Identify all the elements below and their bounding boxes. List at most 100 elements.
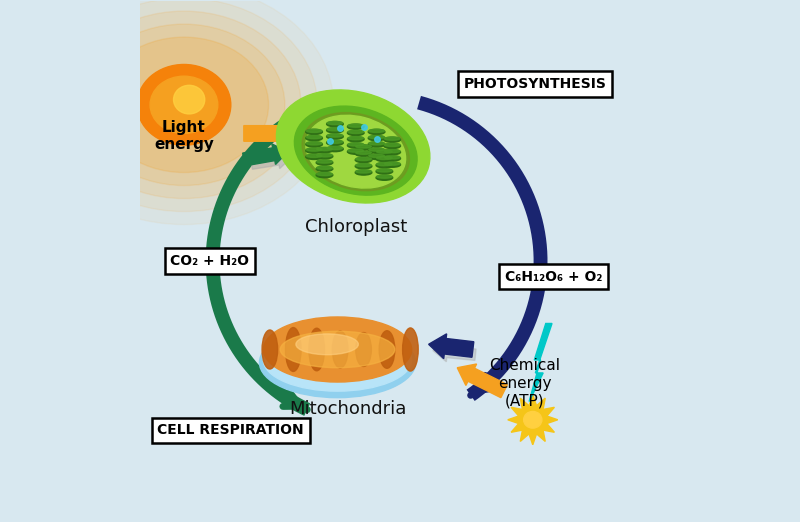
FancyArrow shape: [458, 364, 507, 398]
Ellipse shape: [306, 155, 322, 160]
Ellipse shape: [376, 169, 393, 174]
Ellipse shape: [348, 137, 363, 140]
Ellipse shape: [348, 124, 363, 127]
Ellipse shape: [327, 134, 342, 137]
Ellipse shape: [355, 170, 372, 175]
Ellipse shape: [347, 143, 364, 148]
Ellipse shape: [316, 166, 333, 171]
Ellipse shape: [316, 154, 333, 159]
Ellipse shape: [294, 106, 417, 195]
Ellipse shape: [377, 175, 392, 178]
Ellipse shape: [317, 154, 332, 157]
FancyArrow shape: [429, 334, 474, 359]
Ellipse shape: [402, 328, 418, 371]
FancyArrow shape: [433, 342, 476, 362]
Ellipse shape: [377, 157, 392, 160]
Ellipse shape: [302, 113, 410, 191]
Text: Light
energy: Light energy: [154, 120, 214, 152]
Ellipse shape: [326, 134, 343, 139]
Ellipse shape: [368, 142, 385, 147]
Ellipse shape: [306, 115, 406, 188]
Ellipse shape: [384, 156, 400, 159]
Ellipse shape: [348, 143, 363, 146]
Ellipse shape: [355, 145, 372, 150]
Ellipse shape: [263, 317, 412, 382]
Text: CELL RESPIRATION: CELL RESPIRATION: [158, 423, 304, 437]
Ellipse shape: [306, 148, 322, 151]
Ellipse shape: [355, 151, 372, 157]
Ellipse shape: [347, 137, 364, 142]
Ellipse shape: [368, 136, 385, 141]
Ellipse shape: [286, 327, 301, 372]
Ellipse shape: [327, 140, 342, 144]
Ellipse shape: [356, 151, 371, 155]
Ellipse shape: [316, 160, 333, 165]
Text: Mitochondria: Mitochondria: [290, 400, 406, 418]
Ellipse shape: [347, 149, 364, 155]
Text: Chloroplast: Chloroplast: [305, 218, 407, 236]
Ellipse shape: [384, 144, 401, 149]
Ellipse shape: [306, 142, 322, 145]
Ellipse shape: [306, 142, 322, 147]
Ellipse shape: [317, 148, 332, 151]
Ellipse shape: [376, 150, 393, 156]
Ellipse shape: [306, 136, 322, 141]
Ellipse shape: [369, 155, 384, 158]
Ellipse shape: [316, 148, 333, 153]
Ellipse shape: [377, 163, 392, 165]
Ellipse shape: [369, 129, 384, 133]
Ellipse shape: [356, 158, 371, 161]
Ellipse shape: [368, 155, 385, 160]
Ellipse shape: [316, 172, 333, 177]
FancyArrow shape: [244, 121, 296, 146]
Ellipse shape: [347, 130, 364, 136]
Ellipse shape: [306, 148, 322, 153]
Ellipse shape: [384, 137, 401, 143]
Ellipse shape: [384, 156, 401, 161]
Ellipse shape: [524, 411, 542, 428]
Ellipse shape: [356, 163, 371, 167]
Ellipse shape: [332, 331, 348, 368]
Ellipse shape: [384, 150, 401, 155]
Ellipse shape: [369, 136, 384, 139]
Ellipse shape: [347, 124, 364, 129]
Ellipse shape: [355, 158, 372, 163]
Ellipse shape: [355, 163, 372, 169]
Ellipse shape: [368, 129, 385, 135]
Ellipse shape: [306, 155, 322, 158]
Ellipse shape: [309, 328, 325, 371]
Ellipse shape: [67, 11, 301, 198]
Ellipse shape: [368, 148, 385, 153]
Ellipse shape: [348, 130, 363, 134]
Ellipse shape: [276, 90, 430, 203]
Ellipse shape: [384, 137, 400, 140]
Ellipse shape: [326, 147, 343, 152]
Ellipse shape: [356, 170, 371, 173]
Ellipse shape: [326, 128, 343, 133]
Ellipse shape: [384, 150, 400, 153]
Ellipse shape: [327, 147, 342, 150]
Polygon shape: [508, 395, 558, 445]
Ellipse shape: [174, 85, 205, 114]
Ellipse shape: [376, 157, 393, 162]
Ellipse shape: [150, 76, 218, 134]
Ellipse shape: [376, 175, 393, 180]
Ellipse shape: [317, 160, 332, 163]
Ellipse shape: [263, 329, 412, 391]
Ellipse shape: [356, 145, 371, 148]
Ellipse shape: [348, 149, 363, 152]
Polygon shape: [529, 324, 552, 401]
Ellipse shape: [369, 142, 384, 145]
Text: PHOTOSYNTHESIS: PHOTOSYNTHESIS: [464, 77, 606, 91]
Ellipse shape: [377, 169, 392, 172]
Ellipse shape: [262, 330, 278, 369]
Ellipse shape: [306, 129, 322, 135]
Ellipse shape: [259, 327, 416, 398]
Ellipse shape: [384, 162, 400, 165]
Ellipse shape: [306, 129, 322, 133]
Ellipse shape: [34, 0, 334, 224]
Text: CO₂ + H₂O: CO₂ + H₂O: [170, 254, 250, 268]
Ellipse shape: [379, 331, 394, 369]
FancyArrow shape: [242, 144, 288, 166]
Ellipse shape: [377, 150, 392, 153]
